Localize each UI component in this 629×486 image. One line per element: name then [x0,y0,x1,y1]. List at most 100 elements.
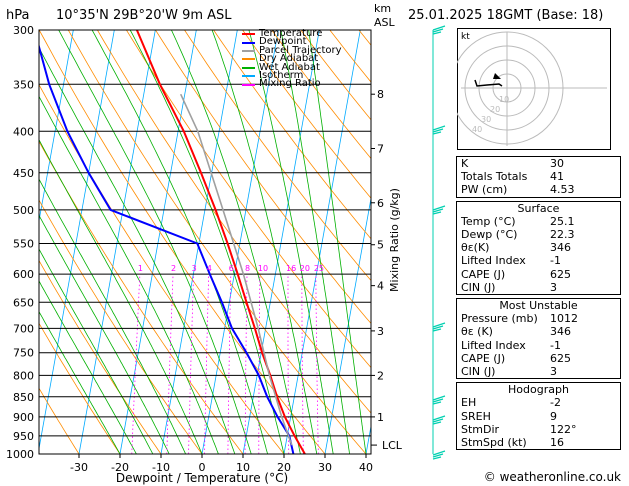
pressure-tick-label: 300 [13,24,34,37]
index-value: 1012 [550,312,578,326]
mixing-ratio-label: 1 [138,264,143,273]
isotherm-line [78,30,156,454]
index-value: 16 [550,436,564,450]
index-label: θε(K) [461,241,490,255]
mixing-ratio-line [287,274,290,454]
hodograph-ring-label: 20 [490,105,500,114]
dry-adiabat-line [39,387,80,454]
index-row: StmSpd (kt) 16 [461,436,616,449]
x-tick-label: 40 [359,461,373,474]
wet-adiabat-line [39,95,219,454]
index-row: Pressure (mb) 1012 [461,312,616,325]
legend-item: Wet Adiabat [242,61,342,73]
km-unit-label: km [374,2,392,15]
hodograph-ring-label: 10 [499,95,509,104]
legend-label: Temperature [259,28,323,39]
pressure-tick-label: 750 [13,347,34,360]
index-label: Pressure (mb) [461,312,538,326]
index-row: Lifted Index -1 [461,339,616,352]
pressure-tick-label: 650 [13,296,34,309]
pressure-tick-label: 700 [13,322,34,335]
mixing-ratio-label: 16 [286,264,296,273]
mixing-ratio-line [315,274,319,454]
isotherm-line [39,30,115,451]
legend-swatch [242,33,255,36]
index-label: CAPE (J) [461,351,506,365]
dry-adiabat-line [271,30,371,160]
dry-adiabat-line [39,322,121,454]
legend-label: Dewpoint [259,36,307,48]
x-tick-label: 10 [236,461,250,474]
index-label: PW (cm) [461,183,508,197]
km-tick-label: 8 [377,88,384,101]
index-value: -1 [550,254,561,268]
dry-adiabat-line [184,30,371,282]
dry-adiabat-line [39,30,326,454]
most-unstable-title: Most Unstable [499,299,578,313]
indices-panel: K 30 Totals Totals 41 PW (cm) 4.53 Surface Te… [456,156,621,453]
legend-swatch [242,75,255,78]
legend-label: Wet Adiabat [259,61,320,73]
wet-adiabat-line [39,310,121,454]
mixing-ratio-label: 3 [192,264,197,273]
index-label: CIN (J) [461,280,496,294]
legend-item: Isotherm [242,70,342,81]
km-tick-label: 4 [377,280,384,293]
index-label: StmSpd (kt) [461,436,527,450]
km-tick-label: 3 [377,325,384,338]
mixing-ratio-line [301,274,304,454]
index-value: 625 [550,351,571,365]
x-tick-label: -30 [70,461,88,474]
index-value: -2 [550,396,561,410]
wind-barb-icon [432,322,446,332]
index-row: CAPE (J) 625 [461,268,616,281]
parcel-trajectory-line [179,93,293,446]
isotherm-line [160,30,238,454]
legend: Temperature Dewpoint Parcel Trajectory Dry … [242,28,342,89]
pressure-tick-label: 500 [13,204,34,217]
mixing-ratio-label: 4 [207,264,212,273]
location-title: 10°35'N 29B°20'W 9m ASL [56,8,232,23]
x-axis-label: Dewpoint / Temperature (°C) [116,471,288,485]
pressure-tick-label: 600 [13,268,34,281]
wind-barb-icon [432,205,446,215]
index-value: 346 [550,325,571,339]
x-tick-label: -20 [111,461,129,474]
legend-swatch [242,66,255,69]
index-value: 41 [550,170,564,184]
mixing-ratio-label: 10 [258,264,268,273]
mixing-ratio-label: 2 [171,264,176,273]
dry-adiabat-line [39,140,244,454]
index-label: CAPE (J) [461,267,506,281]
wind-barb-icon [432,395,446,405]
km-tick-label: 7 [377,142,384,155]
index-row: θε (K) 346 [461,325,616,338]
hodograph-trace [474,79,503,87]
surface-title: Surface [517,201,560,215]
dry-adiabat-line [39,83,285,454]
mixing-ratio-label: 6 [229,264,234,273]
legend-item: Dewpoint [242,36,342,48]
dry-adiabat-line [213,30,371,240]
pressure-tick-label: 1000 [6,448,34,461]
footer-credit: © weatheronline.co.uk [483,470,621,484]
legend-swatch [242,58,255,61]
index-row: EH -2 [461,396,616,409]
index-label: Lifted Index [461,254,526,268]
index-label: Lifted Index [461,338,526,352]
index-label: θε (K) [461,325,493,339]
wind-barb-icon [432,125,446,135]
index-row: PW (cm) 4.53 [461,183,616,196]
km-tick-label: 5 [377,239,384,252]
index-value: 22.3 [550,228,575,242]
km-tick-label: 6 [377,197,384,210]
isotherm-line [119,30,197,454]
isotherm-line [242,30,320,454]
index-value: 3 [550,365,557,379]
hodograph-ring-label: 40 [472,125,482,134]
hodograph-frame [457,28,611,150]
pressure-tick-label: 800 [13,369,34,382]
legend-item: Temperature [242,28,342,39]
wind-barb-icon [432,25,446,35]
